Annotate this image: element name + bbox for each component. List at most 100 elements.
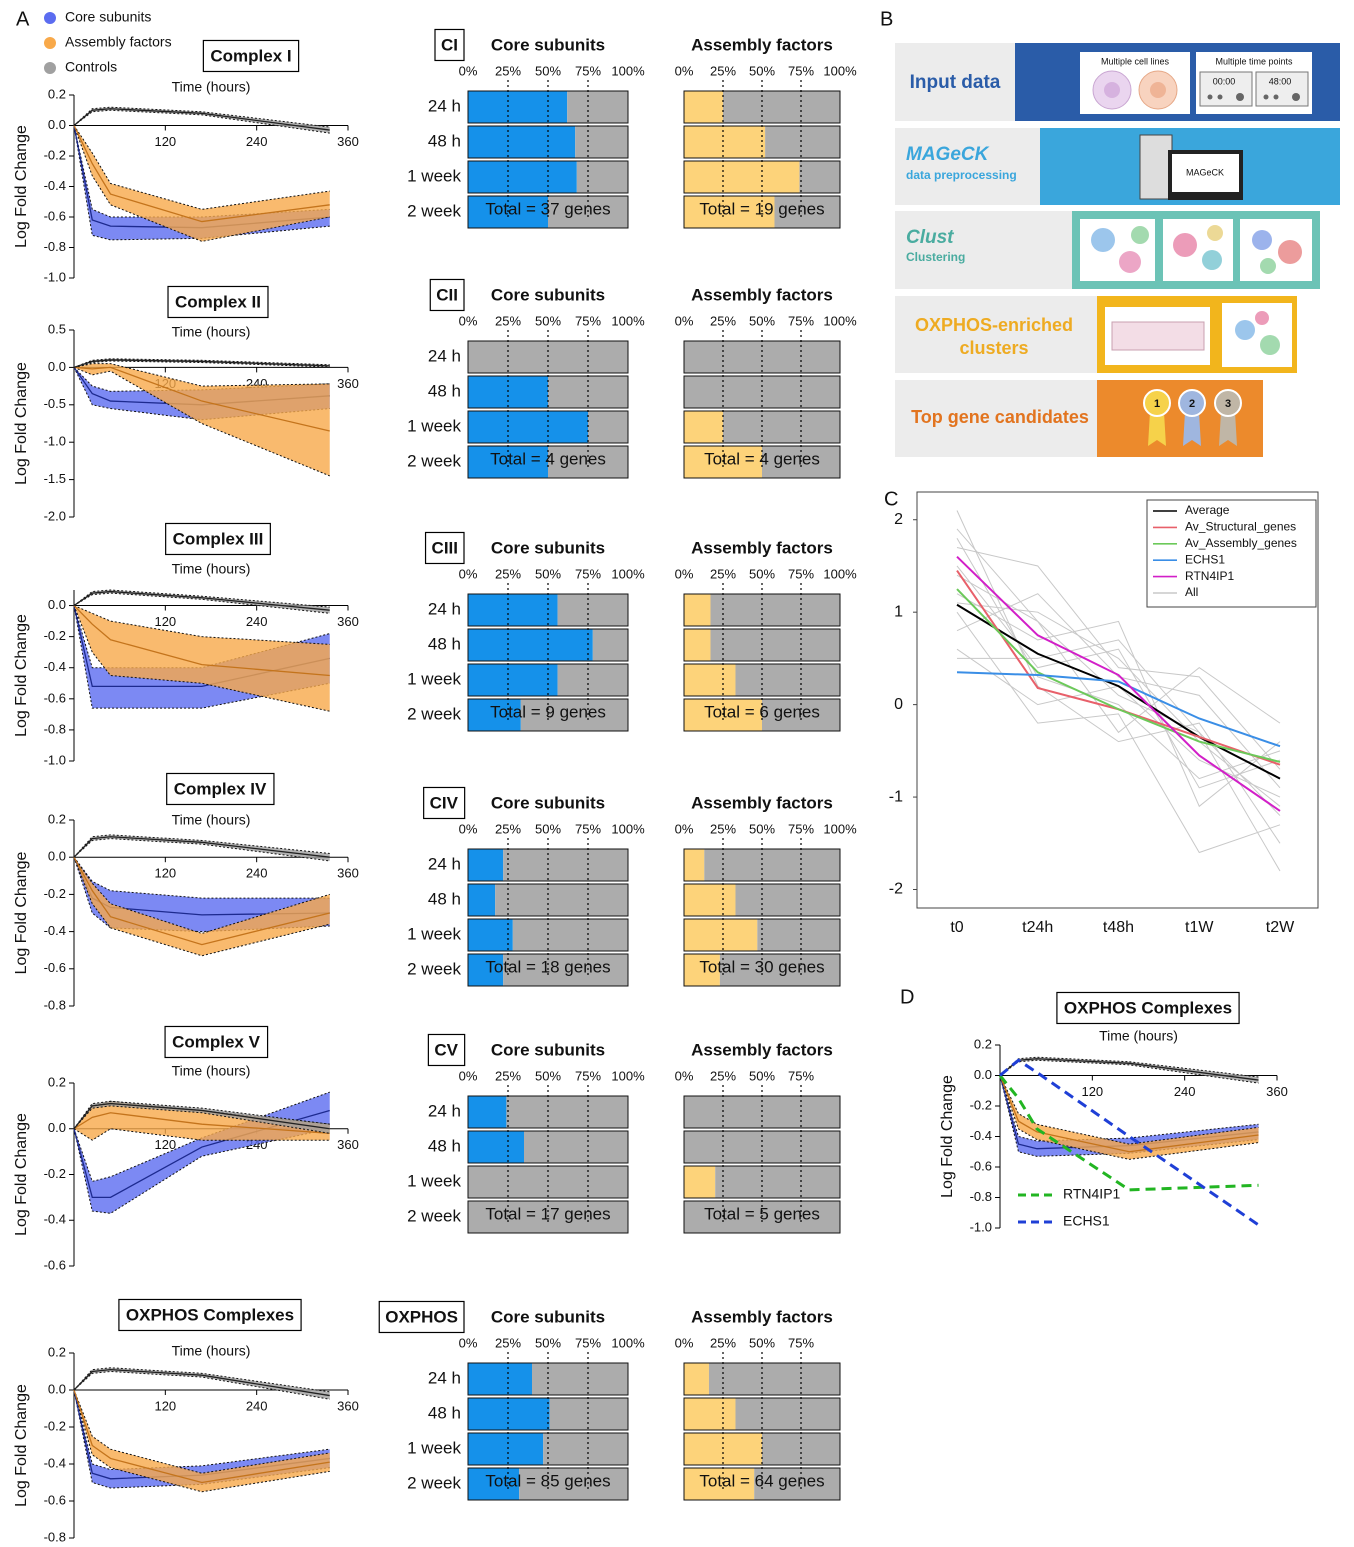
y-tick-label: -1 bbox=[889, 788, 903, 805]
y-tick-label: -1.0 bbox=[44, 269, 66, 284]
timer-button bbox=[1208, 95, 1213, 100]
timer-label: 48:00 bbox=[1269, 76, 1292, 86]
x-tick-label: 75% bbox=[575, 566, 601, 581]
x-tick-label: 75% bbox=[575, 63, 601, 78]
y-tick-label: -0.4 bbox=[970, 1128, 992, 1143]
x-axis-label: Time (hours) bbox=[172, 812, 251, 828]
y-tick-label: -1.0 bbox=[970, 1219, 992, 1234]
category-label: 2 week bbox=[407, 959, 461, 978]
legend-label: Assembly factors bbox=[65, 34, 172, 50]
panel-label: C bbox=[884, 488, 898, 510]
bar-segment bbox=[711, 594, 840, 626]
bar-segment bbox=[715, 1166, 840, 1198]
panel-label: D bbox=[900, 986, 914, 1008]
row-title: Input data bbox=[910, 72, 1001, 93]
legend-label: Av_Assembly_genes bbox=[1185, 536, 1297, 550]
bar-segment bbox=[684, 1398, 735, 1430]
x-tick-label: 0% bbox=[675, 63, 694, 78]
x-tick-label: 75% bbox=[788, 566, 814, 581]
x-tick-label: 25% bbox=[710, 821, 736, 836]
x-tick-label: 50% bbox=[749, 313, 775, 328]
bar-segment bbox=[684, 919, 757, 951]
y-tick-label: -0.4 bbox=[44, 178, 66, 193]
x-axis-label: Time (hours) bbox=[172, 1343, 251, 1359]
bar-segment bbox=[468, 849, 503, 881]
legend-label: RTN4IP1 bbox=[1185, 569, 1234, 583]
legend-label: Controls bbox=[65, 59, 117, 75]
x-tick-label: 120 bbox=[154, 866, 176, 881]
y-tick-label: -0.6 bbox=[44, 690, 66, 705]
cluster-icon bbox=[1119, 251, 1141, 273]
bar-segment bbox=[765, 126, 840, 158]
chart-title: Complex V bbox=[172, 1032, 261, 1051]
chart-title: Complex III bbox=[173, 529, 264, 548]
bar-segment bbox=[723, 91, 840, 123]
cluster-icon bbox=[1278, 240, 1302, 264]
bar-segment bbox=[503, 849, 628, 881]
chart-code: CIV bbox=[430, 793, 459, 812]
category-label: 2 week bbox=[407, 1206, 461, 1225]
screen-label: MAGeCK bbox=[1186, 167, 1224, 177]
x-tick-label: 50% bbox=[535, 1335, 561, 1350]
y-tick-label: -0.2 bbox=[44, 1418, 66, 1433]
timer-button bbox=[1292, 93, 1300, 101]
x-axis-label: Time (hours) bbox=[172, 1063, 251, 1079]
category-label: 48 h bbox=[428, 381, 461, 400]
y-tick-label: -0.4 bbox=[44, 659, 66, 674]
bar-segment bbox=[593, 629, 628, 661]
y-tick-label: 0.2 bbox=[48, 86, 66, 101]
y-tick-label: 0.0 bbox=[48, 849, 66, 864]
chart-title: OXPHOS Complexes bbox=[1064, 998, 1232, 1017]
category-label: 48 h bbox=[428, 1136, 461, 1155]
y-tick-label: -1.0 bbox=[44, 434, 66, 449]
bar-segment bbox=[684, 161, 799, 193]
bar-segment bbox=[558, 664, 628, 696]
category-label: 1 week bbox=[407, 669, 461, 688]
x-tick-label: 240 bbox=[246, 1398, 268, 1413]
category-label: 24 h bbox=[428, 1368, 461, 1387]
y-tick-label: 0.0 bbox=[974, 1067, 992, 1082]
timer-button bbox=[1236, 93, 1244, 101]
figure: A B C D Input data Multiple cell lines M… bbox=[0, 0, 1354, 1547]
panel-title: Assembly factors bbox=[691, 793, 833, 812]
inset-label: Multiple cell lines bbox=[1101, 56, 1170, 66]
x-tick-label: 25% bbox=[495, 1335, 521, 1350]
y-tick-label: -2 bbox=[889, 881, 903, 898]
x-tick-label: 120 bbox=[154, 134, 176, 149]
x-tick-label: 120 bbox=[154, 1137, 176, 1152]
x-tick-label: 75% bbox=[788, 1335, 814, 1350]
x-tick-label: 50% bbox=[535, 1068, 561, 1083]
bar-segment bbox=[723, 411, 840, 443]
x-axis-label: Time (hours) bbox=[1099, 1028, 1178, 1044]
bar-segment bbox=[757, 919, 840, 951]
x-tick-label: 25% bbox=[710, 566, 736, 581]
x-tick-label: t24h bbox=[1022, 919, 1053, 936]
x-tick-label: 0% bbox=[675, 566, 694, 581]
x-tick-label: 75% bbox=[788, 821, 814, 836]
panel-label: A bbox=[16, 8, 30, 30]
panel-title: Assembly factors bbox=[691, 35, 833, 54]
legend-label: Av_Structural_genes bbox=[1185, 520, 1296, 534]
category-label: 2 week bbox=[407, 201, 461, 220]
row-title: MAGeCK bbox=[906, 144, 990, 165]
chart-code: OXPHOS bbox=[385, 1307, 458, 1326]
bar-segment bbox=[588, 411, 628, 443]
category-label: 48 h bbox=[428, 131, 461, 150]
y-tick-label: 0.0 bbox=[48, 1381, 66, 1396]
bar-segment bbox=[468, 1096, 506, 1128]
chart-title: Complex II bbox=[175, 292, 261, 311]
category-label: 48 h bbox=[428, 634, 461, 653]
y-tick-label: -0.8 bbox=[970, 1189, 992, 1204]
total-label: Total = 64 genes bbox=[699, 1471, 824, 1490]
category-label: 2 week bbox=[407, 704, 461, 723]
y-tick-label: -0.8 bbox=[44, 997, 66, 1012]
bar-segment bbox=[684, 91, 723, 123]
row-panel bbox=[1097, 380, 1263, 457]
cell-icon bbox=[1150, 82, 1166, 98]
row-title: Top gene candidates bbox=[911, 407, 1089, 427]
legend-label: Core subunits bbox=[65, 9, 151, 25]
x-tick-label: 75% bbox=[788, 1068, 814, 1083]
y-axis-label: Log Fold Change bbox=[13, 852, 30, 975]
total-label: Total = 6 genes bbox=[704, 702, 820, 721]
legend-label: ECHS1 bbox=[1063, 1213, 1110, 1229]
